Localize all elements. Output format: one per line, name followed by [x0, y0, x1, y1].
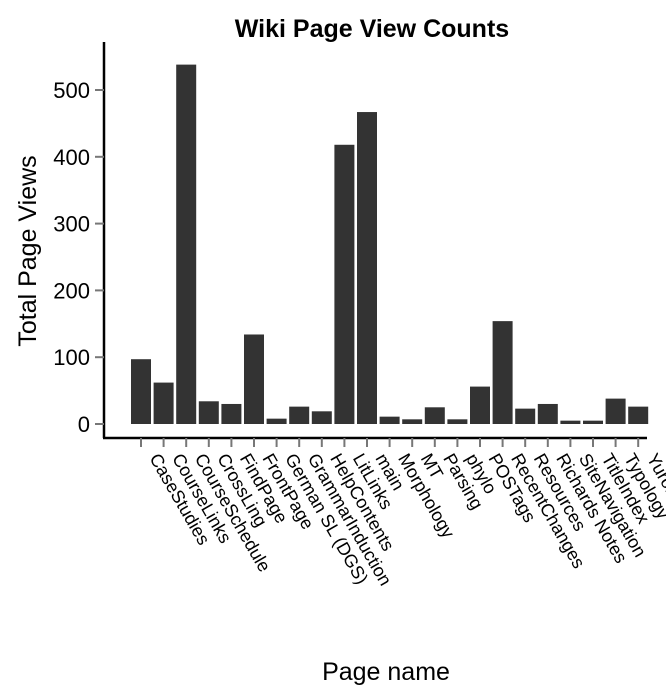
- bar: [176, 64, 197, 424]
- bar: [266, 418, 287, 424]
- bar: [198, 401, 219, 424]
- bar: [379, 416, 400, 424]
- bar: [470, 386, 490, 424]
- y-tick-label: 300: [53, 212, 90, 237]
- bar: [605, 398, 626, 424]
- plot-area: 0100200300400500CaseStudiesCourseLinksCo…: [53, 42, 666, 589]
- bar: [357, 112, 377, 424]
- y-tick-label: 400: [53, 145, 90, 170]
- bar: [560, 420, 581, 424]
- bar: [537, 403, 558, 424]
- y-tick-label: 200: [53, 278, 90, 303]
- bar: [447, 419, 468, 424]
- bar: [583, 420, 603, 424]
- bar: [492, 321, 513, 424]
- bar: [515, 408, 536, 424]
- bar: [131, 359, 151, 424]
- bar: [402, 419, 423, 424]
- bar: [244, 334, 264, 424]
- bar: [424, 407, 445, 424]
- x-axis-label: Page name: [322, 658, 450, 686]
- y-tick-label: 500: [53, 78, 90, 103]
- bar: [311, 411, 332, 424]
- y-axis-label: Total Page Views: [14, 155, 42, 346]
- bar: [628, 406, 649, 424]
- bar: [153, 382, 174, 424]
- bar: [221, 403, 242, 424]
- bar: [289, 406, 310, 424]
- chart-title: Wiki Page View Counts: [235, 15, 509, 43]
- y-tick-label: 100: [53, 345, 90, 370]
- bar: [334, 144, 355, 424]
- y-tick-label: 0: [78, 412, 90, 437]
